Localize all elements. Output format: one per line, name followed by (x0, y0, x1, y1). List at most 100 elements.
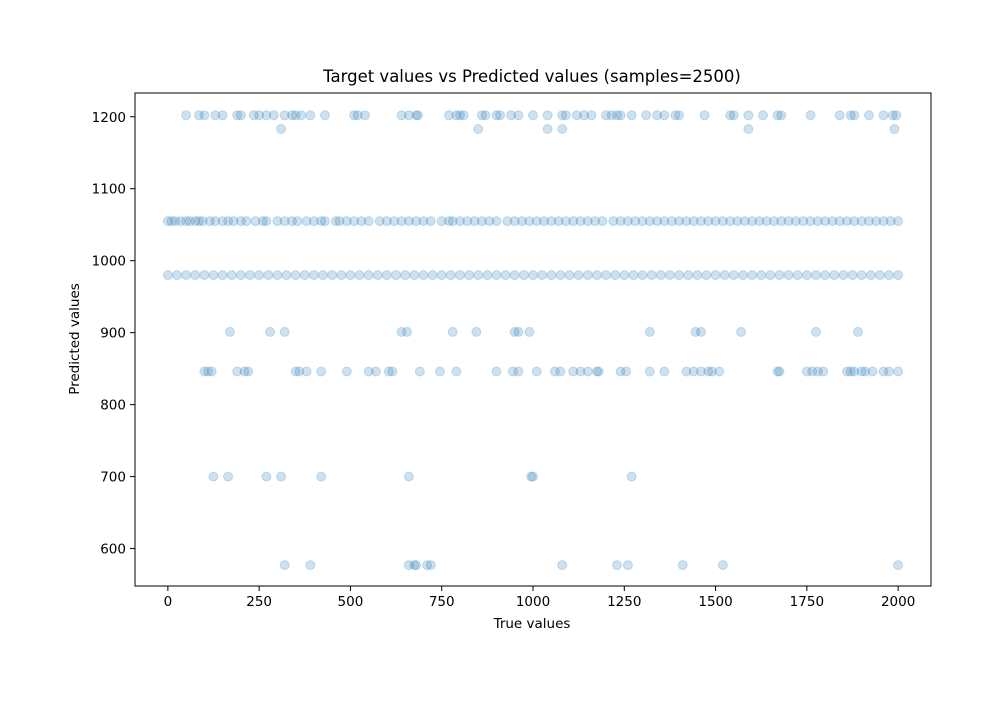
data-point (396, 326, 407, 337)
data-point (644, 216, 655, 227)
data-point (573, 270, 584, 281)
data-point (210, 110, 221, 121)
data-point (360, 110, 370, 121)
data-point (518, 270, 529, 281)
y-axis-title: Predicted values (67, 283, 83, 395)
data-point (305, 560, 316, 571)
data-point (455, 270, 465, 281)
data-point (849, 216, 860, 227)
data-point (853, 326, 863, 337)
data-point (845, 366, 856, 377)
data-point (659, 216, 670, 227)
data-point (842, 216, 852, 227)
data-point (871, 216, 882, 227)
data-point (690, 326, 701, 337)
data-point (444, 110, 454, 121)
data-point (248, 110, 259, 121)
data-point (528, 471, 538, 482)
data-point (301, 366, 312, 377)
data-point (612, 560, 622, 571)
data-point (349, 216, 360, 227)
data-point (637, 216, 648, 227)
data-point (473, 270, 484, 281)
data-point (582, 366, 593, 377)
data-point (553, 216, 564, 227)
data-point (710, 270, 721, 281)
data-point (619, 270, 630, 281)
data-point (568, 366, 579, 377)
data-point (546, 270, 557, 281)
data-point (736, 326, 747, 337)
data-point (893, 270, 904, 281)
data-point (316, 471, 327, 482)
data-point (181, 216, 192, 227)
data-point (646, 270, 657, 281)
data-point (402, 326, 412, 337)
data-point (403, 471, 414, 482)
data-point (849, 366, 860, 377)
data-point (294, 366, 305, 377)
data-point (409, 560, 420, 571)
data-point (263, 270, 274, 281)
data-point (863, 216, 874, 227)
data-point (699, 110, 710, 121)
data-point (354, 270, 365, 281)
data-point (885, 216, 896, 227)
data-point (792, 270, 803, 281)
data-point (409, 270, 420, 281)
data-point (571, 110, 582, 121)
data-point (210, 216, 221, 227)
data-point (754, 216, 765, 227)
data-point (193, 216, 204, 227)
data-point (299, 270, 310, 281)
data-point (476, 110, 487, 121)
data-point (356, 216, 367, 227)
data-point (287, 110, 297, 121)
data-point (811, 326, 821, 337)
data-point (884, 366, 894, 377)
data-point (513, 326, 524, 337)
data-point (845, 110, 856, 121)
data-point (610, 270, 621, 281)
data-point (455, 216, 465, 227)
x-axis-title: True values (493, 616, 571, 632)
data-point (863, 110, 874, 121)
data-point (725, 216, 736, 227)
data-point (838, 270, 849, 281)
data-point (434, 366, 445, 377)
data-point (560, 216, 571, 227)
data-point (829, 270, 840, 281)
data-point (597, 216, 608, 227)
data-point (308, 270, 319, 281)
data-point (674, 270, 685, 281)
data-point (637, 270, 648, 281)
data-point (319, 216, 330, 227)
data-point (217, 216, 228, 227)
data-point (507, 366, 518, 377)
data-point (272, 216, 283, 227)
data-point (542, 124, 553, 134)
data-point (170, 216, 181, 227)
data-point (834, 216, 845, 227)
data-point (783, 216, 794, 227)
data-point (389, 216, 400, 227)
data-point (469, 216, 480, 227)
data-point (582, 216, 593, 227)
data-point (422, 560, 433, 571)
data-point (626, 110, 637, 121)
data-point (279, 326, 290, 337)
data-point (381, 270, 392, 281)
data-point (889, 124, 900, 134)
data-point (413, 110, 423, 121)
data-point (743, 124, 754, 134)
data-point (381, 216, 392, 227)
data-point (451, 110, 462, 121)
data-point (352, 110, 363, 121)
y-axis: 600 700 800 900 1000 1100 1200 (92, 110, 135, 558)
data-point (319, 110, 330, 121)
data-point (692, 270, 703, 281)
data-point (688, 366, 699, 377)
data-point (374, 216, 385, 227)
data-point (281, 270, 292, 281)
